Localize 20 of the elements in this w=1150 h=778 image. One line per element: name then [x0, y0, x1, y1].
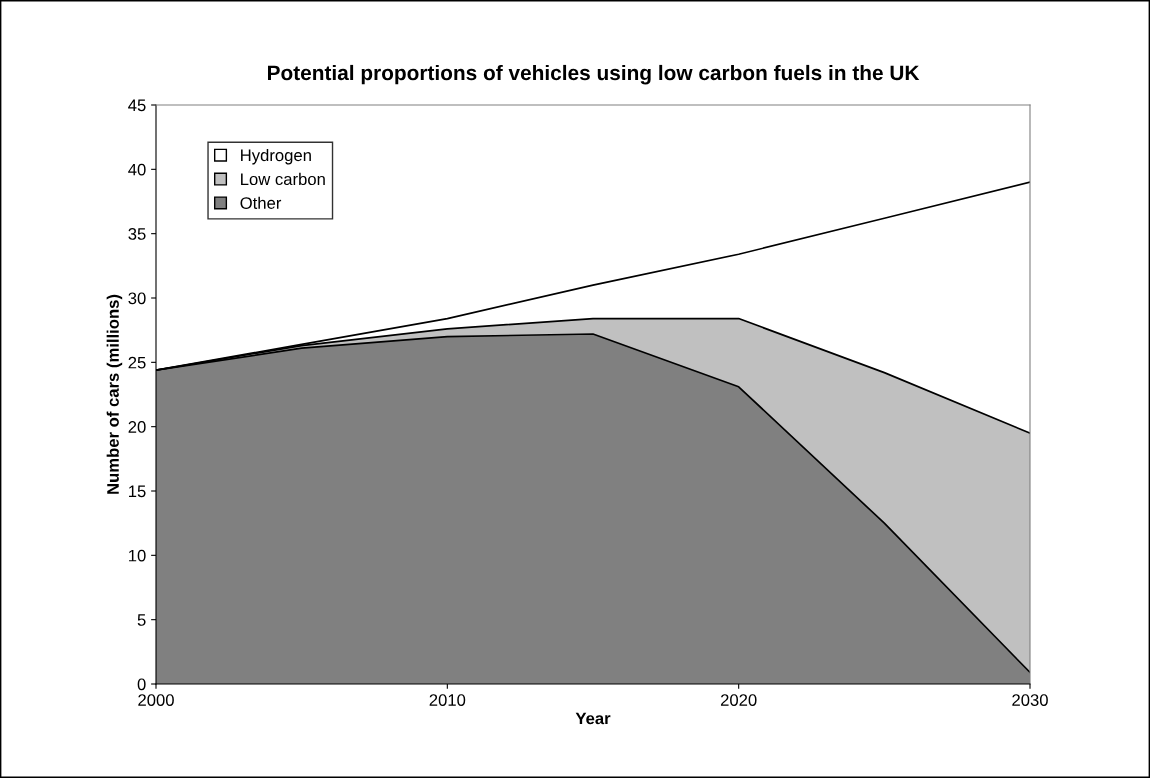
- y-tick-label: 35: [128, 228, 146, 240]
- y-tick-label: 45: [128, 99, 146, 112]
- x-tick-label: 2000: [138, 694, 174, 706]
- y-tick-label: 20: [128, 421, 146, 433]
- chart-title: Potential proportions of vehicles using low carbon fuels in the UK: [268, 64, 920, 85]
- x-tick-label: 2030: [1012, 694, 1048, 706]
- legend-label: Hydrogen: [241, 148, 311, 165]
- y-tick-label: 0: [137, 678, 146, 691]
- x-axis-title: Year: [575, 712, 611, 725]
- y-tick-label: 30: [128, 292, 146, 305]
- y-tick-label: 25: [128, 356, 146, 369]
- y-tick-label: 10: [129, 549, 146, 562]
- x-tick-label: 2020: [720, 694, 757, 706]
- x-tick-label: 2010: [429, 694, 466, 706]
- y-tick-label: 15: [129, 485, 146, 498]
- legend-label: Low carbon: [241, 172, 325, 186]
- y-tick-label: 40: [128, 163, 146, 176]
- y-tick-label: 5: [137, 614, 146, 626]
- legend-label: Other: [240, 196, 282, 209]
- y-axis-title: Number of cars (millions): [106, 294, 123, 494]
